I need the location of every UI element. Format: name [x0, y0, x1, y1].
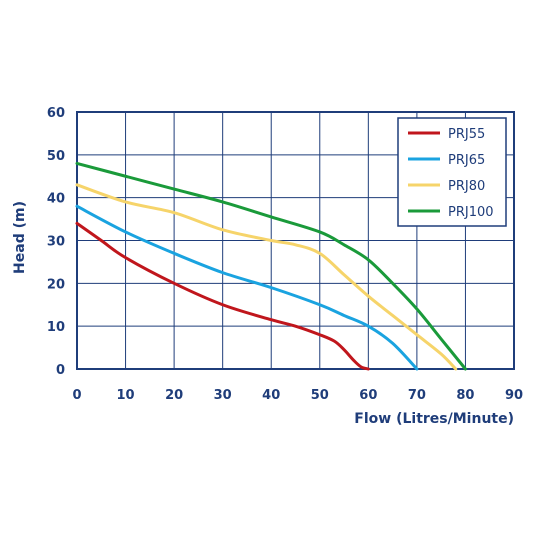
x-tick-label: 30 — [214, 388, 232, 403]
x-tick-label: 20 — [165, 388, 183, 403]
legend-label: PRJ100 — [448, 205, 494, 220]
x-tick-label: 60 — [359, 388, 377, 403]
y-axis-ticks: 0 10 20 30 40 50 60 — [47, 106, 65, 378]
legend-box — [397, 117, 507, 227]
y-tick-label: 30 — [47, 235, 65, 250]
series-lines — [75, 161, 467, 371]
plot-border — [76, 111, 515, 370]
x-axis-ticks: 0 10 20 30 40 50 60 70 80 90 — [72, 388, 523, 403]
y-tick-label: 20 — [47, 277, 65, 292]
x-tick-label: 10 — [117, 388, 135, 403]
series-line-prj65 — [75, 204, 419, 371]
legend-label: PRJ55 — [448, 127, 485, 142]
y-tick-label: 40 — [47, 192, 65, 207]
plot-frame — [76, 111, 515, 370]
x-tick-label: 40 — [262, 388, 280, 403]
y-tick-label: 60 — [47, 106, 65, 121]
legend-label: PRJ80 — [448, 179, 485, 194]
y-tick-label: 0 — [56, 363, 65, 378]
x-tick-label: 80 — [456, 388, 474, 403]
series-line-prj100 — [75, 161, 467, 371]
x-tick-label: 70 — [408, 388, 426, 403]
y-tick-label: 10 — [47, 320, 65, 335]
x-tick-label: 0 — [72, 388, 81, 403]
series-line-prj55 — [75, 221, 370, 371]
legend-label: PRJ65 — [448, 153, 485, 168]
legend: PRJ55 PRJ65 PRJ80 PRJ100 — [397, 117, 507, 227]
series-line-prj80 — [75, 183, 458, 371]
x-tick-label: 90 — [505, 388, 523, 403]
x-axis-title: Flow (Litres/Minute) — [354, 411, 514, 427]
x-tick-label: 50 — [311, 388, 329, 403]
y-axis-title: Head (m) — [12, 201, 28, 274]
y-tick-label: 50 — [47, 149, 65, 164]
